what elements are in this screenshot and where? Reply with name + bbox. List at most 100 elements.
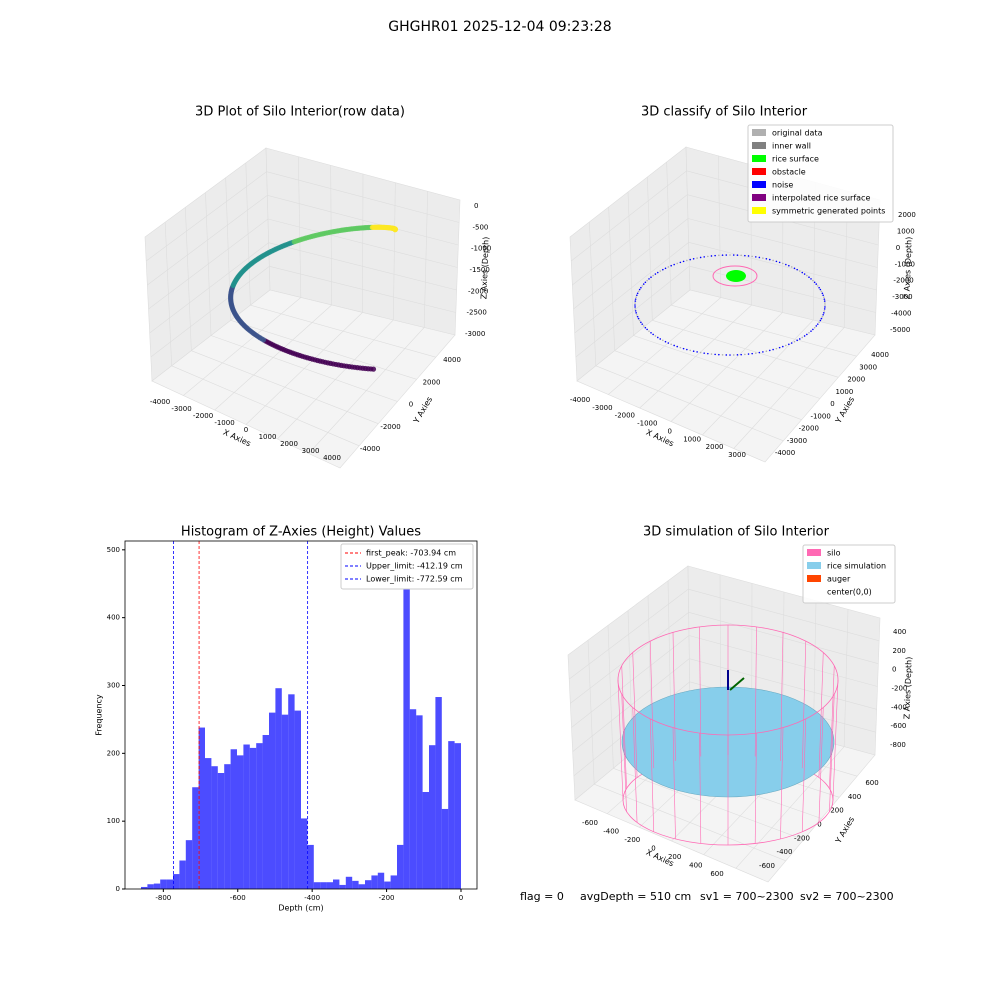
point [815, 283, 818, 285]
point [392, 227, 398, 233]
point [707, 352, 709, 355]
silo-wire [818, 707, 824, 823]
point [634, 304, 636, 306]
point [640, 286, 642, 289]
point [646, 328, 648, 331]
silo-wire [754, 733, 757, 844]
point [813, 281, 816, 284]
point [636, 294, 638, 297]
bar [217, 773, 225, 889]
auger [729, 677, 745, 691]
silo-wire [632, 707, 638, 823]
x-tick-label: -200 [624, 836, 640, 844]
point [815, 325, 818, 327]
pane-grid [671, 304, 857, 357]
panel-title: 3D simulation of Silo Interior [643, 525, 830, 540]
z-tick-label: -2000 [893, 277, 913, 285]
point [768, 349, 771, 352]
plot-frame [124, 540, 478, 890]
x-tick-label: -600 [230, 894, 246, 902]
point [646, 279, 648, 282]
point [778, 261, 781, 264]
point [808, 331, 810, 334]
bar [390, 875, 397, 889]
point [744, 254, 746, 257]
point [644, 326, 647, 329]
y-tick-label: 200 [107, 749, 120, 757]
point [798, 338, 801, 340]
x-tick-label: 4000 [323, 454, 341, 462]
point [634, 310, 637, 312]
point [758, 351, 761, 354]
point [810, 278, 812, 280]
point [682, 347, 685, 350]
x-tick-label: -3000 [592, 404, 612, 412]
point [819, 319, 822, 322]
point [808, 276, 810, 279]
legend-swatch [752, 207, 766, 214]
point [793, 340, 796, 343]
z-tick-label: -1000 [471, 245, 491, 253]
point [758, 256, 761, 259]
z-tick-label: -1500 [470, 266, 490, 274]
z-tick-label: -800 [890, 741, 906, 749]
y-tick-label: 1000 [835, 388, 853, 396]
bar [422, 791, 429, 889]
bar [326, 882, 333, 889]
point [790, 342, 793, 344]
legend-swatch [807, 549, 821, 556]
point [765, 258, 768, 260]
point [775, 260, 778, 263]
legend-label: rice surface [772, 155, 819, 164]
point [801, 271, 804, 274]
y-tick-label: 0 [409, 401, 413, 409]
x-tick-label: 200 [668, 853, 681, 861]
bar [166, 879, 173, 889]
bar [269, 712, 276, 889]
x-axis-label: Depth (cm) [278, 904, 323, 913]
point [652, 274, 654, 277]
point [781, 262, 784, 265]
point [729, 254, 731, 256]
point [732, 354, 735, 356]
surface [712, 265, 758, 287]
point [762, 257, 764, 259]
point [641, 285, 644, 287]
point [796, 268, 798, 271]
bar [320, 882, 327, 889]
point [725, 354, 728, 356]
bar [313, 882, 321, 889]
point [747, 255, 750, 257]
z-tick-label: 0 [892, 666, 896, 674]
bar [288, 694, 295, 889]
point [634, 306, 636, 308]
point [736, 254, 739, 256]
y-tick-label: 3000 [859, 363, 877, 371]
legend-label: Upper_limit: -412.19 cm [366, 562, 463, 571]
legend-label: inner wall [772, 142, 811, 151]
y-tick-label: 0 [817, 821, 821, 829]
y-tick-label: 500 [107, 546, 120, 554]
x-tick-label: -200 [379, 894, 395, 902]
point [820, 290, 823, 293]
point [824, 306, 826, 308]
point [682, 260, 685, 263]
y-tick-label: -2000 [799, 425, 819, 433]
point [778, 346, 781, 349]
x-tick-label: -4000 [570, 396, 590, 404]
pane-grid [250, 304, 436, 358]
point [813, 326, 816, 329]
z-tick-label: -3000 [892, 293, 912, 301]
bar [403, 563, 410, 889]
point [823, 300, 826, 302]
legend-label: auger [827, 575, 851, 584]
x-tick-label: 1000 [259, 433, 277, 441]
surface [726, 270, 746, 282]
legend-box [340, 543, 474, 590]
bar [345, 876, 353, 889]
silo-wire [699, 733, 702, 844]
point [772, 259, 774, 262]
point [762, 351, 764, 353]
point [824, 302, 826, 304]
silo-wire [621, 665, 627, 789]
